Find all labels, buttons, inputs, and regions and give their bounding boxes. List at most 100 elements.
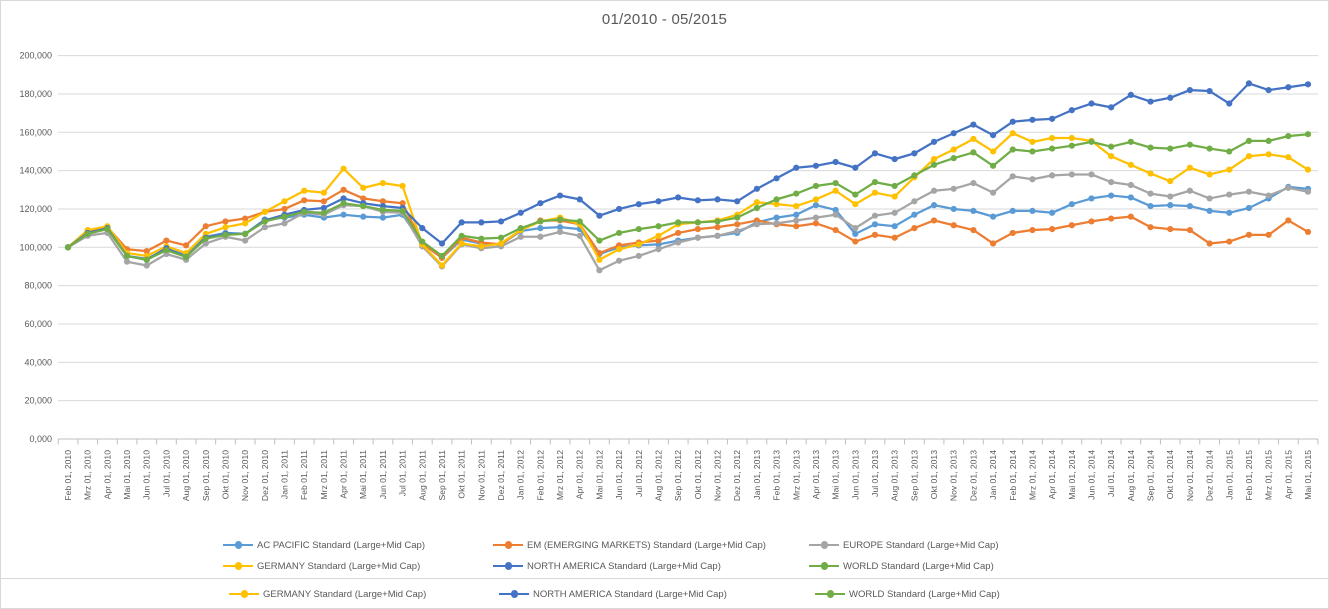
data-point — [84, 230, 91, 237]
data-point — [616, 229, 623, 237]
data-point — [576, 218, 583, 225]
data-point — [576, 232, 583, 239]
data-point — [616, 246, 623, 253]
data-point — [1009, 118, 1016, 125]
legend-label: EM (EMERGING MARKETS) Standard (Large+Mi… — [527, 539, 766, 551]
data-point — [1285, 84, 1292, 91]
x-tick-label: Mrz 01, 2015 — [1264, 450, 1274, 500]
legend-marker-north_america — [499, 590, 529, 599]
x-tick-label: Aug 01, 2013 — [890, 450, 900, 501]
data-point — [1206, 171, 1213, 178]
legend-item-world[interactable]: WORLD Standard (Large+Mid Cap) — [815, 586, 1000, 602]
x-axis-ticks — [57, 439, 1319, 445]
data-point — [1186, 202, 1193, 210]
data-point — [1147, 202, 1154, 210]
data-point — [64, 244, 72, 251]
data-point — [1147, 190, 1154, 197]
legend-item-north_america[interactable]: NORTH AMERICA Standard (Large+Mid Cap) — [499, 586, 727, 602]
data-point — [1226, 191, 1233, 198]
data-point — [1108, 192, 1115, 199]
data-point — [793, 190, 800, 197]
data-point — [714, 232, 721, 239]
data-point — [320, 209, 327, 216]
data-point — [202, 223, 209, 230]
data-point — [852, 164, 859, 171]
data-point — [852, 201, 859, 208]
data-point — [793, 217, 800, 224]
data-point — [1009, 207, 1016, 214]
data-point — [222, 231, 229, 238]
x-tick-label: Jul 01, 2013 — [870, 450, 880, 497]
legend-item-germany[interactable]: GERMANY Standard (Large+Mid Cap) — [229, 586, 426, 602]
legend-item-north_america[interactable]: NORTH AMERICA Standard (Large+Mid Cap) — [493, 558, 721, 574]
data-point — [320, 198, 327, 205]
data-point — [163, 247, 170, 254]
data-point — [458, 240, 465, 247]
data-point — [1127, 213, 1134, 220]
data-point — [1088, 171, 1095, 178]
data-point — [556, 216, 564, 223]
data-point — [1108, 179, 1115, 186]
legend-item-europe[interactable]: EUROPE Standard (Large+Mid Cap) — [809, 537, 999, 553]
x-tick-label: Okt 01, 2011 — [457, 450, 467, 499]
x-tick-label: Feb 01, 2013 — [772, 450, 782, 501]
legend-marker-north_america — [493, 562, 523, 571]
chart-title: 01/2010 - 05/2015 — [601, 11, 728, 28]
data-point — [812, 220, 820, 227]
x-tick-label: Apr 01, 2015 — [1283, 450, 1293, 499]
data-point — [832, 206, 839, 214]
data-point — [891, 223, 898, 230]
data-point — [1088, 100, 1095, 107]
legend-label: NORTH AMERICA Standard (Large+Mid Cap) — [533, 588, 727, 600]
data-point — [222, 224, 229, 231]
x-tick-label: Sep 01, 2010 — [201, 450, 211, 501]
plot-area[interactable]: 0,000 20,000 40,000 60,000 80,000 100,000 120,… — [1, 1, 1329, 531]
data-point — [261, 224, 268, 231]
data-point — [655, 232, 662, 239]
data-point — [753, 204, 760, 212]
data-point — [379, 206, 387, 214]
data-point — [1068, 222, 1075, 229]
data-point — [1147, 98, 1154, 105]
data-point — [1285, 184, 1292, 191]
legend-row-2: GERMANY Standard (Large+Mid Cap) NORTH AM… — [1, 558, 1328, 575]
data-point — [379, 198, 387, 205]
data-point — [773, 175, 780, 182]
data-point — [596, 256, 603, 263]
data-point — [714, 196, 721, 203]
data-point — [202, 240, 209, 247]
data-point — [891, 156, 898, 163]
legend-row-1: AC PACIFIC Standard (Large+Mid Cap) EM (E… — [1, 537, 1328, 554]
data-point — [734, 198, 741, 205]
data-point — [989, 240, 997, 247]
legend-marker-ac_pacific — [223, 541, 253, 550]
x-tick-label: Jul 01, 2010 — [161, 450, 171, 497]
data-point — [399, 207, 406, 214]
legend-label: GERMANY Standard (Large+Mid Cap) — [263, 588, 427, 600]
legend-label: NORTH AMERICA Standard (Large+Mid Cap) — [527, 560, 721, 572]
legend-item-world[interactable]: WORLD Standard (Large+Mid Cap) — [809, 558, 994, 574]
legend-item-em[interactable]: EM (EMERGING MARKETS) Standard (Large+Mi… — [493, 537, 766, 553]
data-point — [1009, 146, 1016, 153]
data-point — [576, 196, 583, 203]
data-point — [1265, 192, 1272, 199]
x-tick-label: Mrz 01, 2012 — [555, 450, 565, 500]
data-point — [537, 225, 544, 232]
data-point — [1127, 181, 1134, 189]
data-point — [852, 191, 859, 198]
data-point — [281, 220, 288, 227]
x-tick-label: Jun 01, 2013 — [850, 450, 860, 500]
x-tick-label: Nov 01, 2011 — [476, 450, 486, 501]
x-tick-label: Mrz 01, 2011 — [319, 450, 329, 500]
data-point — [1167, 225, 1174, 233]
legend-item-germany[interactable]: GERMANY Standard (Large+Mid Cap) — [223, 558, 420, 574]
data-point — [1108, 215, 1115, 222]
x-tick-label: Dez 01, 2014 — [1205, 450, 1215, 501]
data-point — [1009, 173, 1016, 180]
data-point — [596, 237, 603, 244]
legend-item-ac_pacific[interactable]: AC PACIFIC Standard (Large+Mid Cap) — [223, 537, 425, 553]
x-tick-label: Dez 01, 2010 — [260, 450, 270, 501]
data-point — [852, 230, 859, 237]
data-point — [635, 252, 642, 260]
data-point — [1186, 164, 1193, 171]
